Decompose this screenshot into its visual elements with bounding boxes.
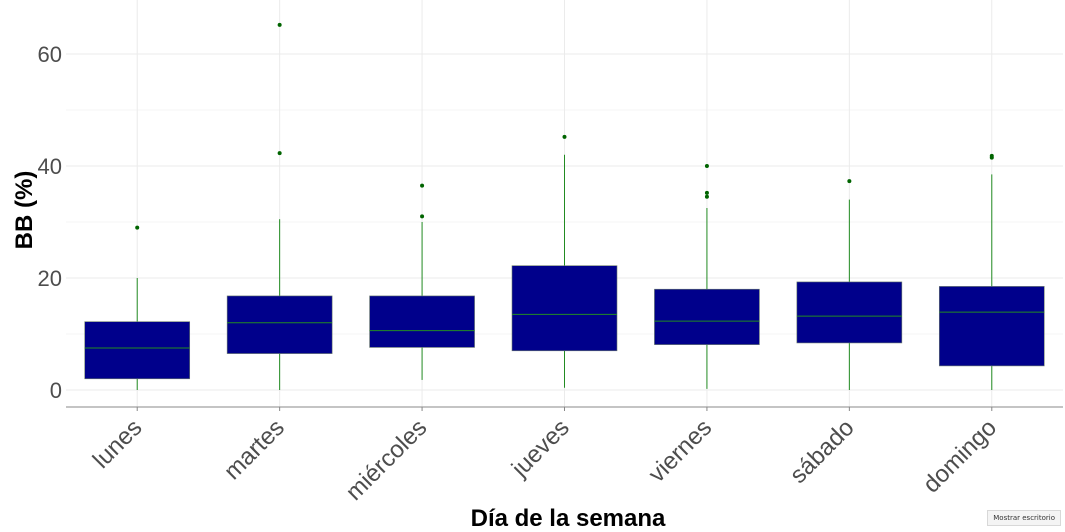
x-tick-label: miércoles [341, 414, 433, 506]
x-tick-label: domingo [918, 414, 1002, 498]
y-tick-label: 40 [38, 154, 62, 179]
y-tick-label: 20 [38, 266, 62, 291]
outlier-point [420, 183, 425, 188]
outlier-point [704, 190, 709, 195]
y-tick-label: 60 [38, 42, 62, 67]
outlier-point [420, 214, 425, 219]
boxes [84, 22, 1045, 390]
box-0 [84, 321, 191, 380]
taskbar-tooltip: Mostrar escritorio [987, 510, 1061, 526]
outlier-point [704, 194, 709, 199]
x-tick-label: jueves [506, 414, 575, 483]
x-axis: lunes martes miércoles jueves viernes sábado d… [88, 407, 1002, 506]
outlier-point [135, 225, 140, 230]
outlier-point [277, 151, 282, 156]
x-axis-label: Día de la semana [471, 505, 666, 532]
box-4 [654, 288, 760, 345]
x-tick-label: sábado [785, 414, 860, 489]
box-3 [511, 265, 618, 352]
outlier-point [989, 153, 994, 158]
outlier-point [847, 179, 852, 184]
box-5 [796, 281, 903, 344]
x-tick-label: viernes [643, 414, 717, 488]
x-tick-label: lunes [88, 414, 148, 474]
x-tick-label: martes [219, 414, 290, 485]
outlier-point [704, 164, 709, 168]
box-6 [938, 286, 1045, 367]
y-tick-label: 0 [50, 378, 62, 403]
y-axis-label: BB (%) [11, 171, 38, 250]
box-1 [226, 295, 333, 354]
outlier-point [277, 22, 282, 27]
box-2 [369, 295, 475, 348]
outlier-point [562, 134, 567, 139]
y-axis: 0 20 40 60 [38, 42, 62, 403]
